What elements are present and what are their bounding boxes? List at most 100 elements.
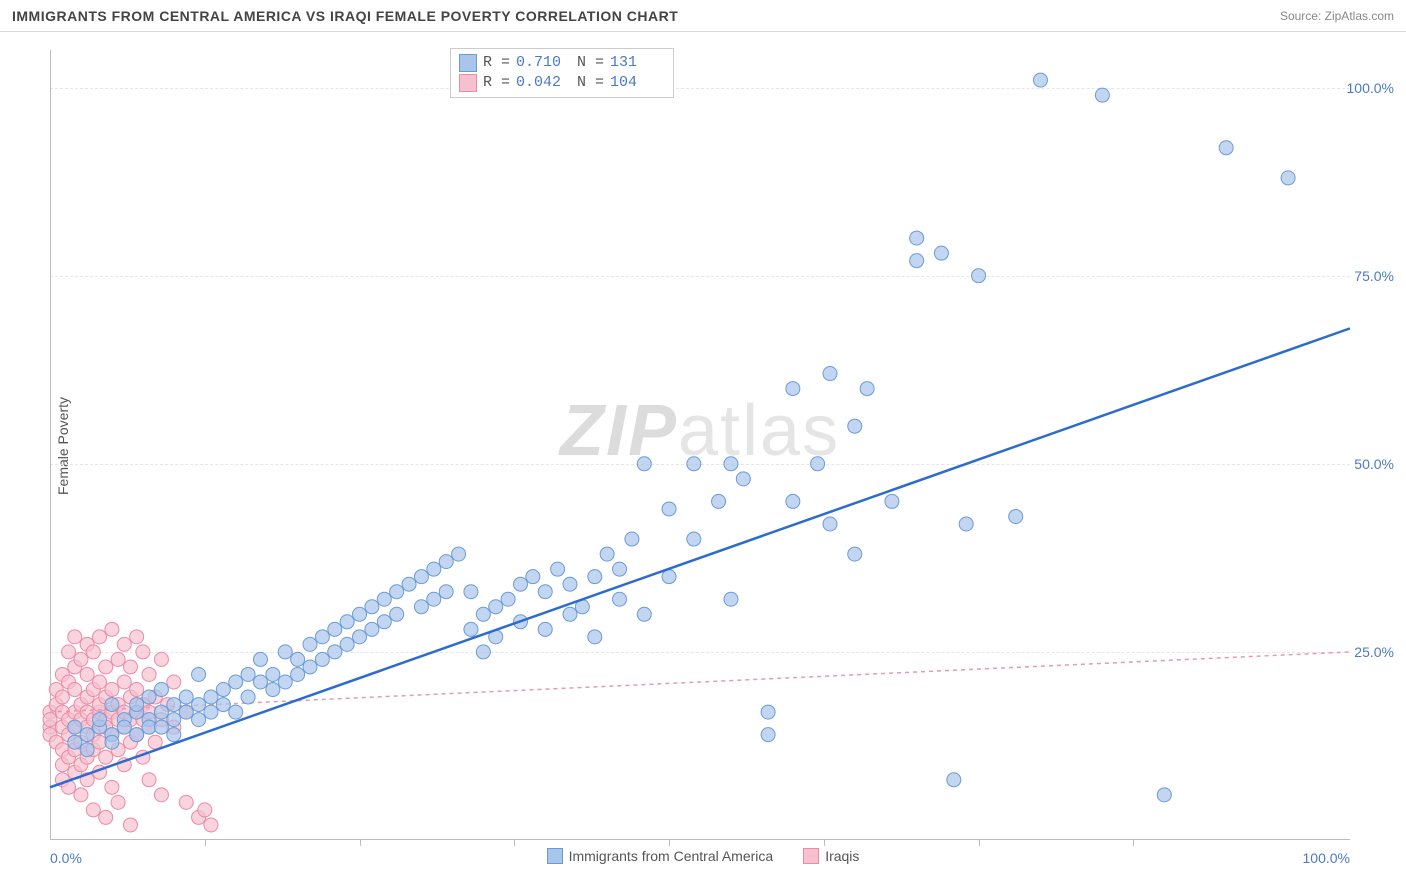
R-value-blue: 0.710 [516,53,571,73]
scatter-point [74,788,88,802]
scatter-point [315,630,329,644]
scatter-point [130,683,144,697]
scatter-point [192,698,206,712]
scatter-point [86,803,100,817]
scatter-point [86,645,100,659]
scatter-point [724,592,738,606]
N-label: N = [577,73,604,93]
scatter-point [377,592,391,606]
scatter-point [1009,509,1023,523]
scatter-point [93,713,107,727]
corr-row-pink: R = 0.042 N = 104 [459,73,665,93]
scatter-point [105,780,119,794]
scatter-point [910,231,924,245]
legend-item-blue: Immigrants from Central America [547,848,774,864]
scatter-point [538,585,552,599]
scatter-point [427,562,441,576]
scatter-point [179,690,193,704]
scatter-point [972,269,986,283]
scatter-point [241,690,255,704]
scatter-point [117,675,131,689]
scatter-point [662,502,676,516]
legend-label-blue: Immigrants from Central America [569,848,774,864]
scatter-point [786,382,800,396]
scatter-point [105,735,119,749]
scatter-point [105,698,119,712]
scatter-point [154,683,168,697]
scatter-point [501,592,515,606]
scatter-point [154,788,168,802]
scatter-point [823,367,837,381]
scatter-point [625,532,639,546]
scatter-point [340,615,354,629]
scatter-point [551,562,565,576]
scatter-point [179,705,193,719]
scatter-point [99,810,113,824]
scatter-point [687,532,701,546]
scatter-point [136,645,150,659]
scatter-point [1095,88,1109,102]
scatter-point [848,419,862,433]
N-value-pink: 104 [610,73,665,93]
scatter-point [74,652,88,666]
scatter-point [712,494,726,508]
scatter-point [910,254,924,268]
scatter-point [216,698,230,712]
scatter-point [761,728,775,742]
scatter-point [68,735,82,749]
source-name: ZipAtlas.com [1325,9,1394,23]
scatter-point [761,705,775,719]
scatter-point [1033,73,1047,87]
scatter-point [93,630,107,644]
scatter-point [241,667,255,681]
bottom-legend: Immigrants from Central America Iraqis [0,848,1406,864]
ytick-label: 50.0% [1354,456,1394,472]
scatter-point [687,457,701,471]
xtick [1133,840,1134,846]
scatter-point [885,494,899,508]
scatter-point [414,570,428,584]
scatter-point [613,562,627,576]
scatter-point [62,645,76,659]
scatter-point [934,246,948,260]
N-label: N = [577,53,604,73]
scatter-point [414,600,428,614]
pink-swatch-icon [459,74,477,92]
scatter-point [328,622,342,636]
scatter-point [142,667,156,681]
scatter-point [148,735,162,749]
R-value-pink: 0.042 [516,73,571,93]
blue-swatch-icon [547,848,563,864]
scatter-point [303,660,317,674]
scatter-point [198,803,212,817]
scatter-point [365,622,379,636]
chart-source: Source: ZipAtlas.com [1280,9,1394,23]
scatter-point [303,637,317,651]
scatter-point [80,667,94,681]
scatter-point [291,667,305,681]
scatter-point [377,615,391,629]
scatter-point [452,547,466,561]
scatter-point [860,382,874,396]
scatter-point [328,645,342,659]
source-label: Source: [1280,9,1321,23]
xtick [979,840,980,846]
scatter-point [563,577,577,591]
correlation-legend-box: R = 0.710 N = 131 R = 0.042 N = 104 [450,48,674,98]
scatter-point [278,645,292,659]
scatter-point [588,570,602,584]
N-value-blue: 131 [610,53,665,73]
legend-label-pink: Iraqis [825,848,859,864]
scatter-point [93,675,107,689]
scatter-point [167,675,181,689]
scatter-point [266,683,280,697]
scatter-point [823,517,837,531]
pink-swatch-icon [803,848,819,864]
blue-swatch-icon [459,54,477,72]
scatter-point [1157,788,1171,802]
scatter-point [637,457,651,471]
scatter-point [167,713,181,727]
scatter-point [229,675,243,689]
scatter-point [167,698,181,712]
scatter-point [154,705,168,719]
